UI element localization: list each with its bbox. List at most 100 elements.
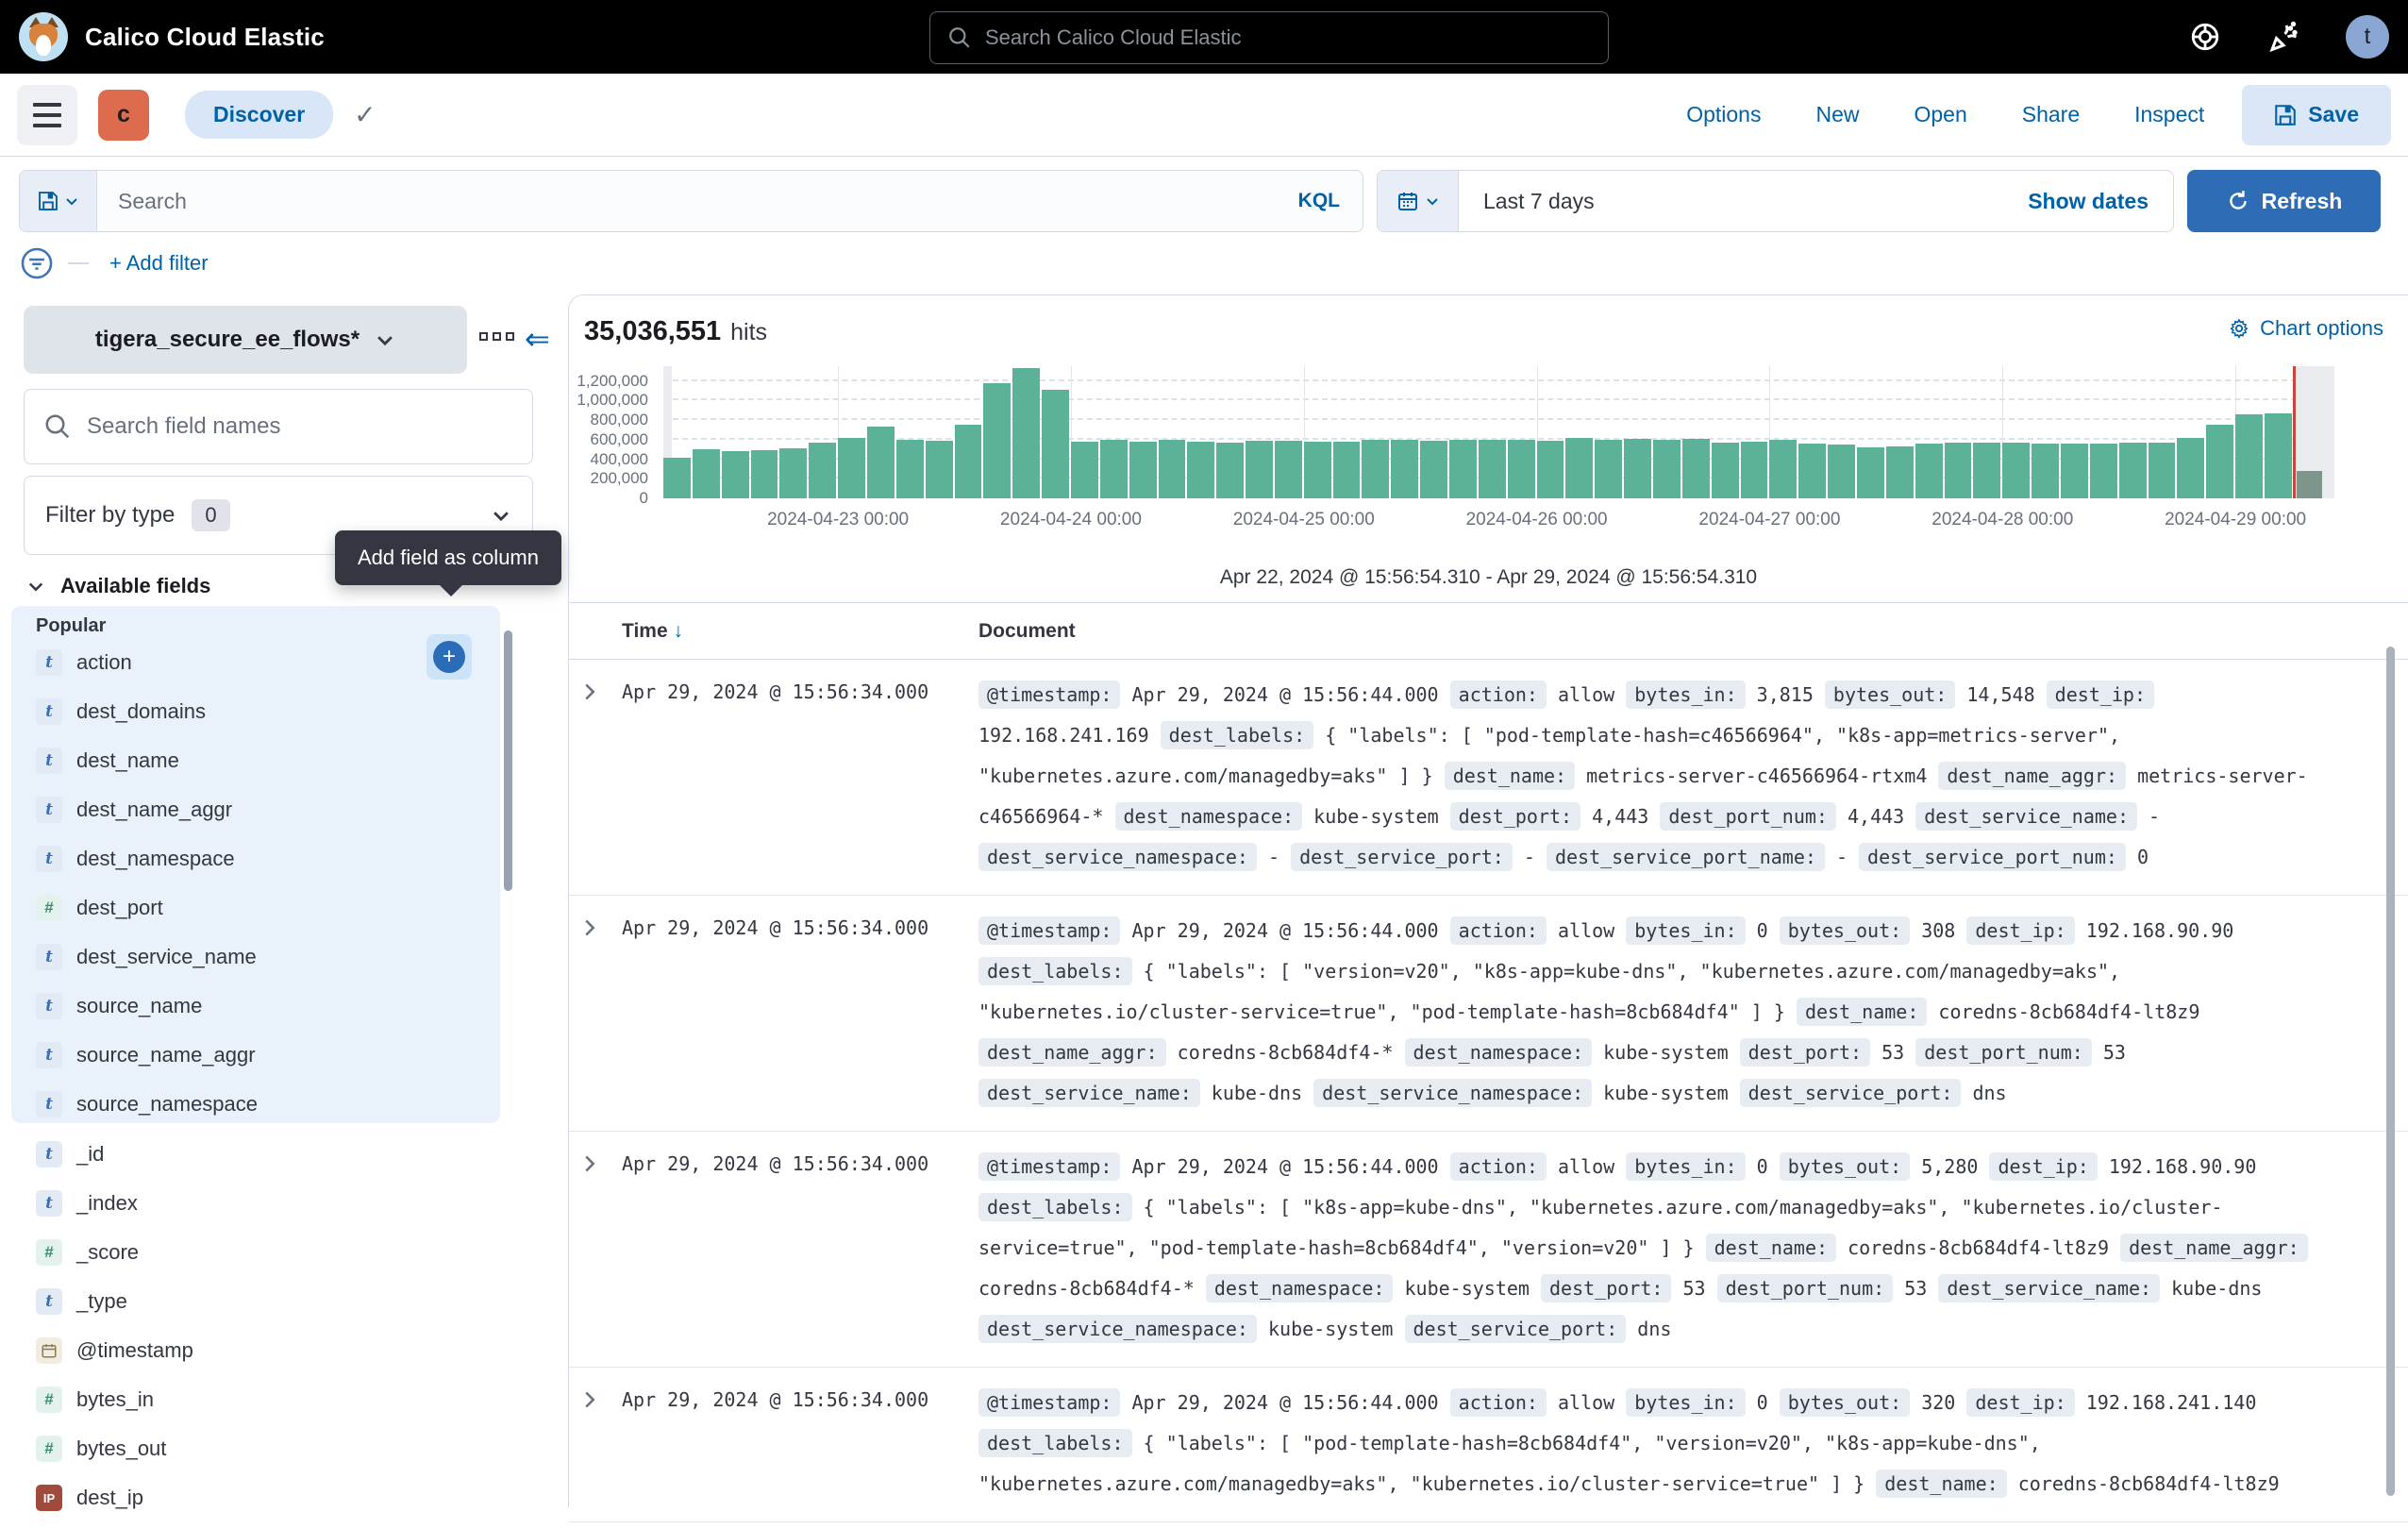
help-icon[interactable] xyxy=(2189,21,2221,53)
field-item-_type[interactable]: t _type xyxy=(11,1277,500,1326)
field-item-@timestamp[interactable]: @timestamp xyxy=(11,1326,500,1375)
histogram-bar[interactable] xyxy=(1042,390,1069,498)
query-language-button[interactable]: KQL xyxy=(1276,190,1363,212)
filter-menu-icon[interactable] xyxy=(19,245,55,281)
histogram-bar[interactable] xyxy=(692,449,720,498)
histogram-bar[interactable] xyxy=(1653,439,1681,498)
breadcrumb[interactable]: Discover xyxy=(185,91,334,139)
histogram-bar[interactable] xyxy=(1944,443,1972,498)
histogram-bar[interactable] xyxy=(1624,438,1651,498)
partial-bucket-bar[interactable] xyxy=(2296,470,2322,498)
histogram-bar[interactable] xyxy=(1216,443,1245,498)
histogram-bar[interactable] xyxy=(954,424,982,498)
histogram-bar[interactable] xyxy=(1420,441,1448,498)
field-item-source_name_aggr[interactable]: t source_name_aggr xyxy=(11,1031,500,1080)
histogram-bar[interactable] xyxy=(779,447,808,498)
histogram-bar[interactable] xyxy=(663,458,691,498)
histogram-bar[interactable] xyxy=(1885,446,1914,498)
refresh-button[interactable]: Refresh xyxy=(2187,170,2381,232)
histogram-bar[interactable] xyxy=(2089,443,2117,498)
whats-new-icon[interactable] xyxy=(2266,20,2300,54)
histogram-bar[interactable] xyxy=(1681,439,1710,498)
menu-icon[interactable] xyxy=(17,84,77,145)
histogram-bar[interactable] xyxy=(1711,443,1739,498)
histogram-bar[interactable] xyxy=(1012,368,1041,498)
histogram-bar[interactable] xyxy=(1332,441,1361,498)
histogram-bar[interactable] xyxy=(2177,438,2205,498)
histogram-bar[interactable] xyxy=(1391,440,1419,498)
field-item-bytes_out[interactable]: # bytes_out xyxy=(11,1424,500,1473)
histogram-bar[interactable] xyxy=(1915,444,1943,498)
open-button[interactable]: Open xyxy=(1914,102,1967,126)
expand-row-icon[interactable] xyxy=(580,1383,622,1409)
calendar-icon[interactable] xyxy=(1378,171,1459,231)
field-item-bytes_in[interactable]: # bytes_in xyxy=(11,1375,500,1424)
histogram-bar[interactable] xyxy=(1798,444,1827,498)
user-avatar[interactable]: t xyxy=(2346,15,2389,59)
field-item-source_name[interactable]: t source_name xyxy=(11,982,500,1031)
histogram-bar[interactable] xyxy=(1246,441,1273,498)
kql-search-input[interactable]: Search KQL xyxy=(19,170,1363,232)
histogram-bar[interactable] xyxy=(2264,412,2292,498)
histogram-bar[interactable] xyxy=(895,439,924,498)
histogram-bar[interactable] xyxy=(750,449,778,498)
time-range-value[interactable]: Last 7 days xyxy=(1483,188,1595,213)
histogram-bar[interactable] xyxy=(1769,440,1798,498)
histogram-bar[interactable] xyxy=(1129,442,1157,498)
histogram-bar[interactable] xyxy=(838,438,865,498)
save-button[interactable]: Save xyxy=(2242,84,2391,145)
expand-row-icon[interactable] xyxy=(580,1147,622,1173)
available-fields-header[interactable]: Available fields xyxy=(26,574,210,598)
field-item-dest_ip[interactable]: IP dest_ip xyxy=(11,1473,500,1522)
histogram-bar[interactable] xyxy=(2206,424,2234,498)
saved-query-menu-icon[interactable] xyxy=(20,171,97,231)
field-item-_score[interactable]: # _score xyxy=(11,1228,500,1277)
space-badge[interactable]: c xyxy=(98,89,149,141)
time-column-header[interactable]: Time ↓ xyxy=(622,619,683,642)
histogram-bar[interactable] xyxy=(1070,441,1098,498)
field-item-dest_port[interactable]: # dest_port xyxy=(11,883,500,933)
sort-descending-icon[interactable]: ↓ xyxy=(673,619,683,642)
histogram-bar[interactable] xyxy=(1099,440,1128,498)
field-item-action[interactable]: t action xyxy=(11,638,500,687)
histogram-bar[interactable] xyxy=(1158,439,1186,498)
histogram-chart[interactable]: 0 200,000 400,000 600,000 800,000 1,000,000 1,… xyxy=(577,366,2334,551)
histogram-bar[interactable] xyxy=(1828,445,1855,498)
table-scrollbar[interactable] xyxy=(2386,647,2395,1496)
field-item-dest_namespace[interactable]: t dest_namespace xyxy=(11,834,500,883)
histogram-bar[interactable] xyxy=(1740,442,1768,498)
histogram-bar[interactable] xyxy=(1595,439,1623,498)
inspect-button[interactable]: Inspect xyxy=(2134,102,2205,126)
histogram-bar[interactable] xyxy=(2118,443,2147,498)
histogram-bar[interactable] xyxy=(1478,439,1506,498)
histogram-bar[interactable] xyxy=(1507,439,1535,498)
field-item-dest_service_name[interactable]: t dest_service_name xyxy=(11,933,500,982)
expand-row-icon[interactable] xyxy=(580,911,622,937)
histogram-bar[interactable] xyxy=(809,442,837,498)
collapse-sidebar-icon[interactable]: ⇐ xyxy=(525,322,550,356)
expand-row-icon[interactable] xyxy=(580,675,622,701)
field-search-input[interactable]: Search field names xyxy=(24,389,533,464)
histogram-bar[interactable] xyxy=(1857,446,1884,498)
histogram-bar[interactable] xyxy=(1274,440,1302,498)
histogram-bar[interactable] xyxy=(2235,414,2263,498)
histogram-bar[interactable] xyxy=(1449,440,1477,498)
sidebar-scrollbar[interactable] xyxy=(504,630,512,891)
histogram-bar[interactable] xyxy=(1565,438,1594,498)
field-item-dest_name_aggr[interactable]: t dest_name_aggr xyxy=(11,785,500,834)
histogram-bar[interactable] xyxy=(2148,442,2176,498)
histogram-bar[interactable] xyxy=(1536,440,1564,498)
options-button[interactable]: Options xyxy=(1686,102,1762,126)
add-field-as-column-button[interactable]: + xyxy=(426,634,472,680)
share-button[interactable]: Share xyxy=(2021,102,2081,126)
histogram-bar[interactable] xyxy=(2002,443,2031,498)
add-filter-button[interactable]: + Add filter xyxy=(109,251,209,275)
field-view-options-icon[interactable] xyxy=(479,332,514,341)
field-item-_index[interactable]: t _index xyxy=(11,1179,500,1228)
global-search-input[interactable]: Search Calico Cloud Elastic xyxy=(929,11,1609,64)
histogram-bar[interactable] xyxy=(983,382,1012,498)
field-item-dest_domains[interactable]: t dest_domains xyxy=(11,687,500,736)
new-button[interactable]: New xyxy=(1815,102,1860,126)
field-item-source_namespace[interactable]: t source_namespace xyxy=(11,1080,500,1129)
histogram-bar[interactable] xyxy=(866,427,895,498)
